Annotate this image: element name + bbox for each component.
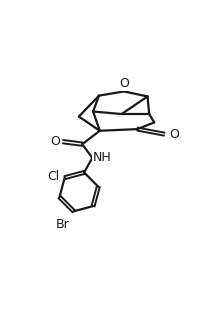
- Text: NH: NH: [93, 151, 112, 164]
- Text: O: O: [119, 77, 129, 90]
- Text: Cl: Cl: [48, 170, 60, 183]
- Text: O: O: [169, 128, 179, 141]
- Text: Br: Br: [56, 218, 70, 231]
- Text: O: O: [50, 135, 60, 148]
